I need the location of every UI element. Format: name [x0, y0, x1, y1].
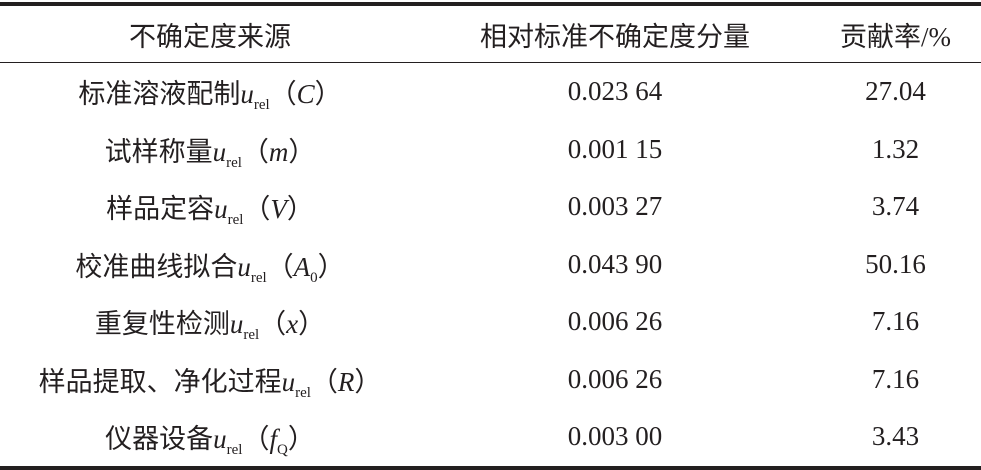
symbol: u: [237, 251, 251, 282]
paren: （: [269, 79, 297, 110]
source-name: 校准曲线拟合: [75, 251, 238, 282]
paren: ）: [287, 424, 315, 455]
argument: x: [286, 309, 299, 340]
symbol: u: [281, 366, 296, 397]
paren: （: [259, 309, 287, 340]
table-row: 试样称量urel（m） 0.001 15 1.32: [0, 121, 981, 179]
source-name: 试样称量: [104, 136, 213, 167]
paren: （: [243, 194, 271, 225]
symbol-subscript: rel: [226, 154, 242, 171]
table-row: 仪器设备urel（fQ） 0.003 00 3.43: [0, 408, 981, 468]
uncertainty-cell: 0.003 00: [567, 421, 663, 452]
header-cell: 贡献率/%: [840, 21, 951, 52]
header-row: 不确定度来源 相对标准不确定度分量 贡献率/%: [0, 4, 981, 63]
source-name: 重复性检测: [94, 309, 230, 340]
contribution-cell: 3.74: [871, 191, 920, 222]
argument: R: [337, 366, 355, 397]
symbol: u: [214, 194, 228, 225]
paren: （: [266, 251, 294, 282]
contribution-cell: 27.04: [865, 76, 926, 107]
symbol-subscript: rel: [253, 97, 270, 114]
source-cell: 样品定容urel（V）: [0, 178, 420, 236]
paren: ）: [288, 136, 316, 167]
argument: C: [296, 79, 315, 110]
uncertainty-cell: 0.006 26: [567, 363, 663, 394]
table-row: 样品定容urel（V） 0.003 27 3.74: [0, 178, 981, 236]
symbol: u: [213, 424, 227, 455]
paren: （: [242, 424, 270, 455]
contribution-cell: 1.32: [871, 133, 920, 164]
symbol-subscript: rel: [227, 212, 244, 229]
source-cell: 样品提取、净化过程urel（R）: [0, 351, 420, 409]
argument-subscript: 0: [310, 269, 318, 286]
source-name: 标准溶液配制: [78, 79, 241, 110]
paren: ）: [314, 79, 342, 110]
paren: ）: [298, 309, 326, 340]
table-row: 标准溶液配制urel（C） 0.023 64 27.04: [0, 63, 981, 121]
contribution-cell: 3.43: [871, 421, 920, 452]
source-name: 样品定容: [106, 194, 215, 225]
symbol-subscript: rel: [295, 384, 311, 401]
contribution-cell: 50.16: [865, 248, 926, 279]
source-cell: 标准溶液配制urel（C）: [0, 63, 420, 121]
source-cell: 校准曲线拟合urel（A0）: [0, 236, 420, 294]
table-body: 标准溶液配制urel（C） 0.023 64 27.04 试样称量urel（m） 0.0…: [0, 63, 981, 468]
uncertainty-cell: 0.001 15: [567, 133, 663, 164]
paren: （: [241, 136, 269, 167]
source-cell: 试样称量urel（m）: [0, 121, 420, 179]
uncertainty-cell: 0.043 90: [567, 248, 663, 279]
source-name: 仪器设备: [105, 424, 214, 455]
source-name: 样品提取、净化过程: [38, 366, 282, 397]
argument-subscript: Q: [277, 442, 288, 459]
uncertainty-cell: 0.006 26: [567, 306, 663, 337]
paren: （: [310, 366, 338, 397]
contribution-cell: 7.16: [871, 363, 920, 394]
uncertainty-cell: 0.003 27: [567, 191, 663, 222]
symbol-subscript: rel: [226, 442, 243, 459]
table-row: 重复性检测urel（x） 0.006 26 7.16: [0, 293, 981, 351]
table-row: 样品提取、净化过程urel（R） 0.006 26 7.16: [0, 351, 981, 409]
argument: f: [269, 424, 277, 455]
header-cell: 不确定度来源: [129, 21, 291, 52]
symbol: u: [212, 136, 227, 167]
uncertainty-cell: 0.023 64: [567, 76, 663, 107]
source-cell: 重复性检测urel（x）: [0, 293, 420, 351]
symbol: u: [229, 309, 244, 340]
contribution-cell: 7.16: [871, 306, 920, 337]
paren: ）: [354, 366, 382, 397]
header-cell: 相对标准不确定度分量: [480, 21, 750, 52]
symbol: u: [240, 79, 254, 110]
argument: V: [270, 194, 287, 225]
source-cell: 仪器设备urel（fQ）: [0, 408, 420, 468]
paren: ）: [286, 194, 314, 225]
table-row: 校准曲线拟合urel（A0） 0.043 90 50.16: [0, 236, 981, 294]
symbol-subscript: rel: [243, 327, 260, 344]
argument: A: [293, 251, 311, 282]
paren: ）: [317, 251, 345, 282]
symbol-subscript: rel: [250, 269, 267, 286]
argument: m: [268, 136, 289, 167]
